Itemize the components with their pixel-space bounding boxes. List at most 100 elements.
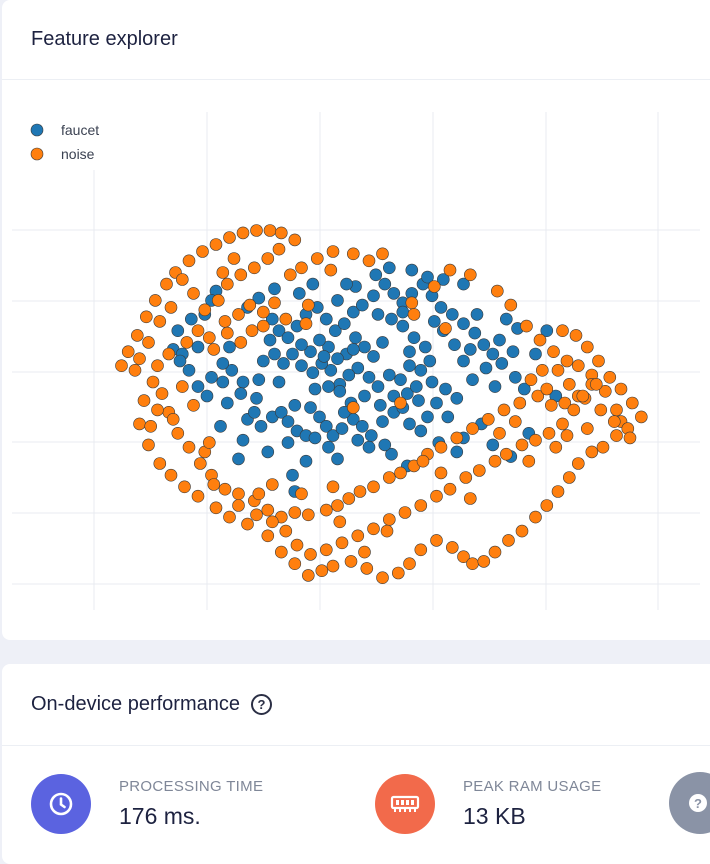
data-point-noise[interactable] xyxy=(335,536,349,550)
data-point-faucet[interactable] xyxy=(369,268,383,282)
data-point-faucet[interactable] xyxy=(319,312,333,326)
data-point-faucet[interactable] xyxy=(248,405,261,419)
data-point-noise[interactable] xyxy=(382,513,396,526)
data-point-noise[interactable] xyxy=(121,345,135,359)
data-point-faucet[interactable] xyxy=(430,396,443,410)
data-point-noise[interactable] xyxy=(558,396,572,410)
data-point-noise[interactable] xyxy=(634,410,648,424)
data-point-faucet[interactable] xyxy=(349,331,362,345)
data-point-faucet[interactable] xyxy=(508,370,522,384)
data-point-noise[interactable] xyxy=(142,438,155,452)
data-point-noise[interactable] xyxy=(149,294,162,307)
data-point-noise[interactable] xyxy=(191,489,205,503)
data-point-noise[interactable] xyxy=(234,268,248,282)
data-point-noise[interactable] xyxy=(477,555,491,568)
data-point-noise[interactable] xyxy=(182,254,196,268)
data-point-noise[interactable] xyxy=(531,389,545,403)
data-point-noise[interactable] xyxy=(324,263,338,277)
scatter-plot[interactable]: faucet noise xyxy=(2,0,710,640)
data-point-faucet[interactable] xyxy=(205,370,218,384)
data-point-noise[interactable] xyxy=(268,296,281,310)
data-point-faucet[interactable] xyxy=(396,319,410,333)
data-point-faucet[interactable] xyxy=(236,433,250,447)
data-point-noise[interactable] xyxy=(405,296,419,310)
data-point-noise[interactable] xyxy=(592,354,605,368)
data-point-noise[interactable] xyxy=(250,224,263,237)
data-point-noise[interactable] xyxy=(443,482,457,496)
data-point-noise[interactable] xyxy=(326,559,340,573)
data-point-faucet[interactable] xyxy=(200,389,214,403)
data-point-faucet[interactable] xyxy=(322,440,335,454)
data-point-faucet[interactable] xyxy=(317,350,331,363)
data-point-faucet[interactable] xyxy=(371,380,385,393)
data-point-noise[interactable] xyxy=(522,454,536,468)
data-point-noise[interactable] xyxy=(439,322,452,335)
data-point-faucet[interactable] xyxy=(355,298,369,312)
data-point-noise[interactable] xyxy=(203,331,216,345)
data-point-faucet[interactable] xyxy=(351,361,365,375)
data-point-faucet[interactable] xyxy=(216,375,230,389)
data-point-noise[interactable] xyxy=(625,396,639,410)
data-point-noise[interactable] xyxy=(279,312,293,326)
data-point-faucet[interactable] xyxy=(288,398,302,412)
data-point-faucet[interactable] xyxy=(268,347,281,361)
data-point-noise[interactable] xyxy=(488,454,502,468)
data-point-noise[interactable] xyxy=(133,352,146,366)
data-point-noise[interactable] xyxy=(515,524,529,538)
data-point-faucet[interactable] xyxy=(414,424,428,438)
data-point-noise[interactable] xyxy=(160,277,173,291)
data-point-noise[interactable] xyxy=(218,482,232,496)
data-point-faucet[interactable] xyxy=(421,410,434,424)
data-point-faucet[interactable] xyxy=(488,380,502,393)
data-point-noise[interactable] xyxy=(346,247,360,261)
data-point-noise[interactable] xyxy=(304,548,317,561)
data-point-noise[interactable] xyxy=(394,396,407,410)
data-point-noise[interactable] xyxy=(576,389,590,403)
data-point-noise[interactable] xyxy=(391,566,405,580)
data-point-noise[interactable] xyxy=(221,277,234,291)
data-point-faucet[interactable] xyxy=(216,357,230,370)
data-point-noise[interactable] xyxy=(463,268,477,282)
data-point-faucet[interactable] xyxy=(328,324,342,338)
data-point-noise[interactable] xyxy=(196,245,209,258)
data-point-noise[interactable] xyxy=(310,252,324,265)
data-point-faucet[interactable] xyxy=(331,352,344,366)
data-point-noise[interactable] xyxy=(256,319,270,333)
data-point-faucet[interactable] xyxy=(445,308,459,321)
data-point-noise[interactable] xyxy=(488,545,502,559)
data-point-faucet[interactable] xyxy=(274,405,288,419)
data-point-noise[interactable] xyxy=(508,415,522,428)
data-point-faucet[interactable] xyxy=(304,345,317,359)
data-point-noise[interactable] xyxy=(362,254,376,268)
data-point-noise[interactable] xyxy=(301,508,315,522)
data-point-noise[interactable] xyxy=(580,422,594,435)
data-point-faucet[interactable] xyxy=(313,333,326,347)
data-point-noise[interactable] xyxy=(569,329,583,342)
data-point-faucet[interactable] xyxy=(182,363,196,377)
data-point-noise[interactable] xyxy=(315,564,329,578)
data-point-noise[interactable] xyxy=(342,492,356,505)
data-point-noise[interactable] xyxy=(562,471,576,484)
data-point-noise[interactable] xyxy=(614,382,628,396)
data-point-noise[interactable] xyxy=(571,457,585,470)
data-point-faucet[interactable] xyxy=(412,394,425,407)
data-point-noise[interactable] xyxy=(209,238,223,251)
data-point-faucet[interactable] xyxy=(457,317,470,331)
data-point-faucet[interactable] xyxy=(254,419,268,433)
data-point-noise[interactable] xyxy=(236,226,250,240)
data-point-noise[interactable] xyxy=(529,433,542,447)
data-point-noise[interactable] xyxy=(589,377,603,391)
data-point-faucet[interactable] xyxy=(299,454,313,468)
data-point-faucet[interactable] xyxy=(367,350,380,363)
data-point-noise[interactable] xyxy=(176,380,189,393)
data-point-noise[interactable] xyxy=(547,345,560,359)
data-point-faucet[interactable] xyxy=(396,305,410,319)
data-point-noise[interactable] xyxy=(301,569,315,582)
data-point-noise[interactable] xyxy=(434,466,448,480)
data-point-faucet[interactable] xyxy=(362,440,376,454)
data-point-noise[interactable] xyxy=(288,506,302,519)
data-point-noise[interactable] xyxy=(245,324,259,338)
data-point-noise[interactable] xyxy=(153,315,167,328)
data-point-noise[interactable] xyxy=(319,543,333,557)
data-point-faucet[interactable] xyxy=(337,317,351,331)
